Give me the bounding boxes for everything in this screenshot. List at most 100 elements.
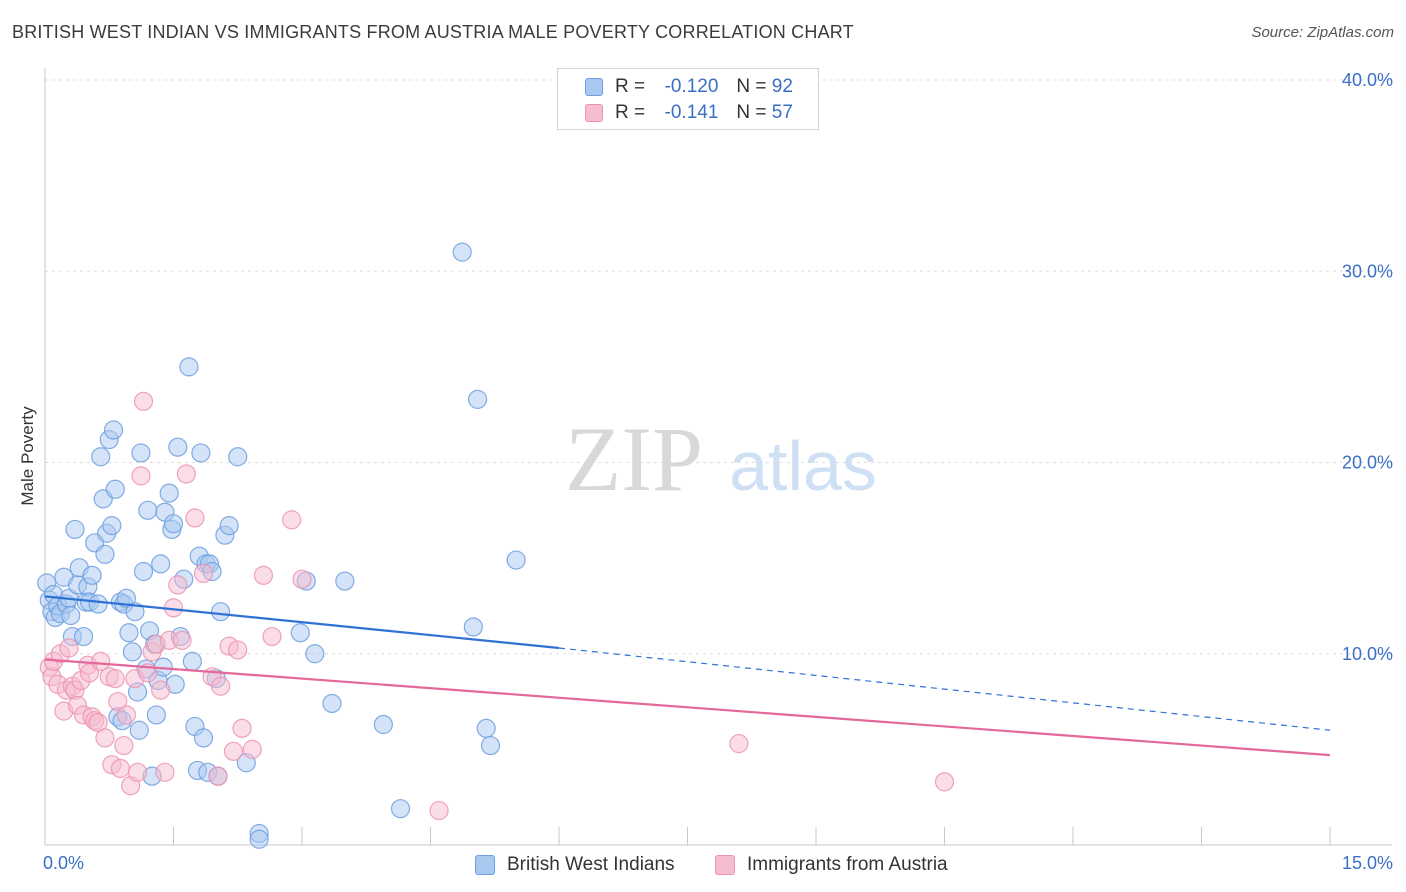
point-immigrant-austria: [253, 565, 274, 585]
point-immigrant-austria: [168, 575, 188, 595]
legend-r-value: -0.120: [664, 76, 719, 97]
chart-title: BRITISH WEST INDIAN VS IMMIGRANTS FROM A…: [12, 22, 854, 42]
point-british-west-indian: [182, 651, 202, 672]
point-immigrant-austria: [292, 569, 312, 589]
legend-n-value: 57: [771, 102, 793, 123]
point-immigrant-austria: [176, 464, 196, 484]
trendline-pink: [44, 658, 1331, 757]
point-british-west-indian: [116, 588, 136, 608]
point-british-west-indian: [249, 829, 269, 849]
point-immigrant-austria: [934, 772, 955, 792]
point-british-west-indian: [480, 735, 501, 756]
point-british-west-indian: [103, 420, 124, 440]
trendline-blue-extrapolated: [558, 647, 1331, 731]
point-immigrant-austria: [110, 758, 130, 779]
watermark-atlas: atlas: [729, 427, 877, 505]
legend-row-pink: R = -0.141 N = 57: [558, 100, 793, 126]
point-immigrant-austria: [193, 563, 214, 584]
points-layer: [37, 242, 955, 849]
point-british-west-indian: [65, 519, 85, 540]
y-tick-label: 10.0%: [1342, 644, 1393, 664]
point-british-west-indian: [61, 605, 81, 626]
x-tick-label: 0.0%: [43, 853, 84, 873]
tick-label-layer: 10.0% 20.0% 30.0% 40.0% 0.0% 15.0%: [43, 70, 1393, 873]
series-legend-blue: British West Indians: [475, 852, 675, 878]
point-immigrant-austria: [208, 766, 228, 786]
series-label-blue: British West Indians: [507, 854, 675, 875]
point-british-west-indian: [133, 561, 154, 582]
point-british-west-indian: [119, 623, 139, 643]
point-british-west-indian: [452, 242, 472, 262]
point-british-west-indian: [476, 718, 496, 738]
point-immigrant-austria: [185, 508, 205, 528]
legend-n-label: N =: [736, 76, 767, 97]
point-british-west-indian: [102, 516, 122, 536]
series-swatch-pink: [715, 855, 735, 875]
point-british-west-indian: [305, 644, 325, 664]
series-label-pink: Immigrants from Austria: [747, 854, 948, 875]
point-british-west-indian: [219, 516, 239, 536]
point-british-west-indian: [138, 500, 158, 520]
watermark-zip: ZIP: [565, 408, 703, 510]
point-british-west-indian: [193, 728, 214, 748]
point-immigrant-austria: [127, 762, 148, 782]
series-legend-pink: Immigrants from Austria: [715, 852, 948, 878]
point-british-west-indian: [131, 443, 151, 463]
point-british-west-indian: [390, 799, 411, 819]
point-immigrant-austria: [131, 466, 151, 486]
point-immigrant-austria: [151, 680, 171, 700]
point-immigrant-austria: [429, 800, 449, 821]
source-credit: Source: ZipAtlas.com: [1251, 24, 1394, 41]
series-swatch-blue: [475, 855, 495, 875]
legend-swatch-blue: [585, 78, 603, 96]
point-immigrant-austria: [223, 741, 244, 761]
point-immigrant-austria: [262, 626, 282, 647]
legend-swatch-pink: [585, 104, 603, 122]
point-british-west-indian: [73, 626, 94, 647]
point-immigrant-austria: [729, 734, 749, 754]
y-tick-label: 20.0%: [1342, 453, 1393, 473]
point-immigrant-austria: [105, 669, 125, 689]
point-british-west-indian: [105, 479, 125, 499]
point-immigrant-austria: [155, 762, 175, 782]
point-british-west-indian: [91, 447, 111, 467]
point-immigrant-austria: [59, 638, 79, 658]
point-british-west-indian: [151, 554, 171, 574]
point-british-west-indian: [290, 623, 310, 643]
grid-layer: [45, 79, 1392, 655]
point-british-west-indian: [122, 642, 142, 662]
point-british-west-indian: [335, 571, 355, 591]
point-british-west-indian: [163, 514, 184, 534]
legend-r-value: -0.141: [664, 102, 719, 123]
point-immigrant-austria: [108, 691, 128, 712]
point-british-west-indian: [129, 720, 149, 740]
point-immigrant-austria: [114, 735, 134, 756]
point-british-west-indian: [179, 357, 199, 377]
point-british-west-indian: [373, 714, 393, 735]
point-british-west-indian: [82, 565, 102, 585]
correlation-legend: R = -0.120 N = 92 R = -0.141 N = 57: [557, 68, 819, 130]
legend-row-blue: R = -0.120 N = 92: [558, 74, 793, 100]
point-british-west-indian: [322, 693, 342, 714]
point-british-west-indian: [191, 443, 211, 463]
point-immigrant-austria: [228, 640, 248, 660]
point-immigrant-austria: [91, 651, 111, 672]
point-british-west-indian: [468, 389, 488, 409]
point-immigrant-austria: [95, 728, 115, 748]
watermark: ZIP atlas: [565, 408, 877, 510]
point-british-west-indian: [95, 544, 115, 564]
trendline-blue: [44, 595, 560, 650]
x-tick-label: 15.0%: [1342, 853, 1393, 873]
point-immigrant-austria: [133, 391, 154, 411]
point-immigrant-austria: [242, 739, 262, 759]
point-british-west-indian: [168, 437, 188, 457]
y-tick-label: 30.0%: [1342, 261, 1393, 281]
point-british-west-indian: [146, 705, 166, 725]
legend-r-label: R =: [615, 102, 646, 123]
legend-n-label: N =: [736, 102, 767, 123]
y-tick-label: 40.0%: [1342, 70, 1393, 90]
point-british-west-indian: [463, 617, 483, 637]
legend-r-label: R =: [615, 76, 646, 97]
point-british-west-indian: [211, 602, 231, 622]
